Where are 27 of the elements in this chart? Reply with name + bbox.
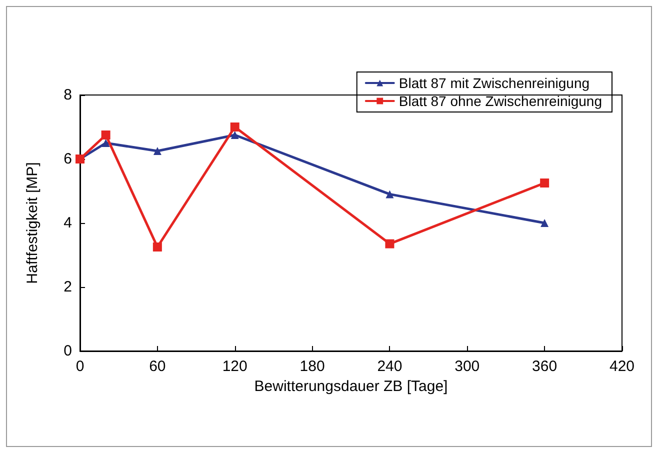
x-tick-label: 300 xyxy=(454,358,480,375)
x-tick-label: 240 xyxy=(377,358,402,375)
x-tick-label: 420 xyxy=(609,358,635,375)
point xyxy=(540,219,549,227)
point xyxy=(230,122,240,132)
point xyxy=(102,139,110,147)
x-tick-label: 180 xyxy=(300,358,325,375)
y-axis-title: Haftfestigkeit [MP] xyxy=(24,162,41,284)
point xyxy=(540,178,550,188)
y-tick-label: 8 xyxy=(64,86,72,104)
y-tick-label: 4 xyxy=(64,214,72,232)
point xyxy=(153,147,162,155)
x-tick-label: 60 xyxy=(149,358,166,375)
x-tick-label: 120 xyxy=(222,358,248,375)
point xyxy=(230,131,239,139)
legend-label: Blatt 87 ohne Zwischenreinigung xyxy=(398,93,602,109)
point xyxy=(101,130,110,140)
y-tick-label: 2 xyxy=(64,278,72,296)
y-tick-label: 0 xyxy=(64,342,72,360)
point xyxy=(386,190,394,198)
x-tick-label: 360 xyxy=(532,358,558,375)
legend-label: Blatt 87 mit Zwischenreinigung xyxy=(398,75,590,91)
point xyxy=(385,239,394,248)
y-tick-label: 6 xyxy=(64,150,72,168)
x-axis-title: Bewitterungsdauer ZB [Tage] xyxy=(254,378,448,395)
point xyxy=(152,242,162,252)
x-tick-label: 0 xyxy=(76,358,84,375)
